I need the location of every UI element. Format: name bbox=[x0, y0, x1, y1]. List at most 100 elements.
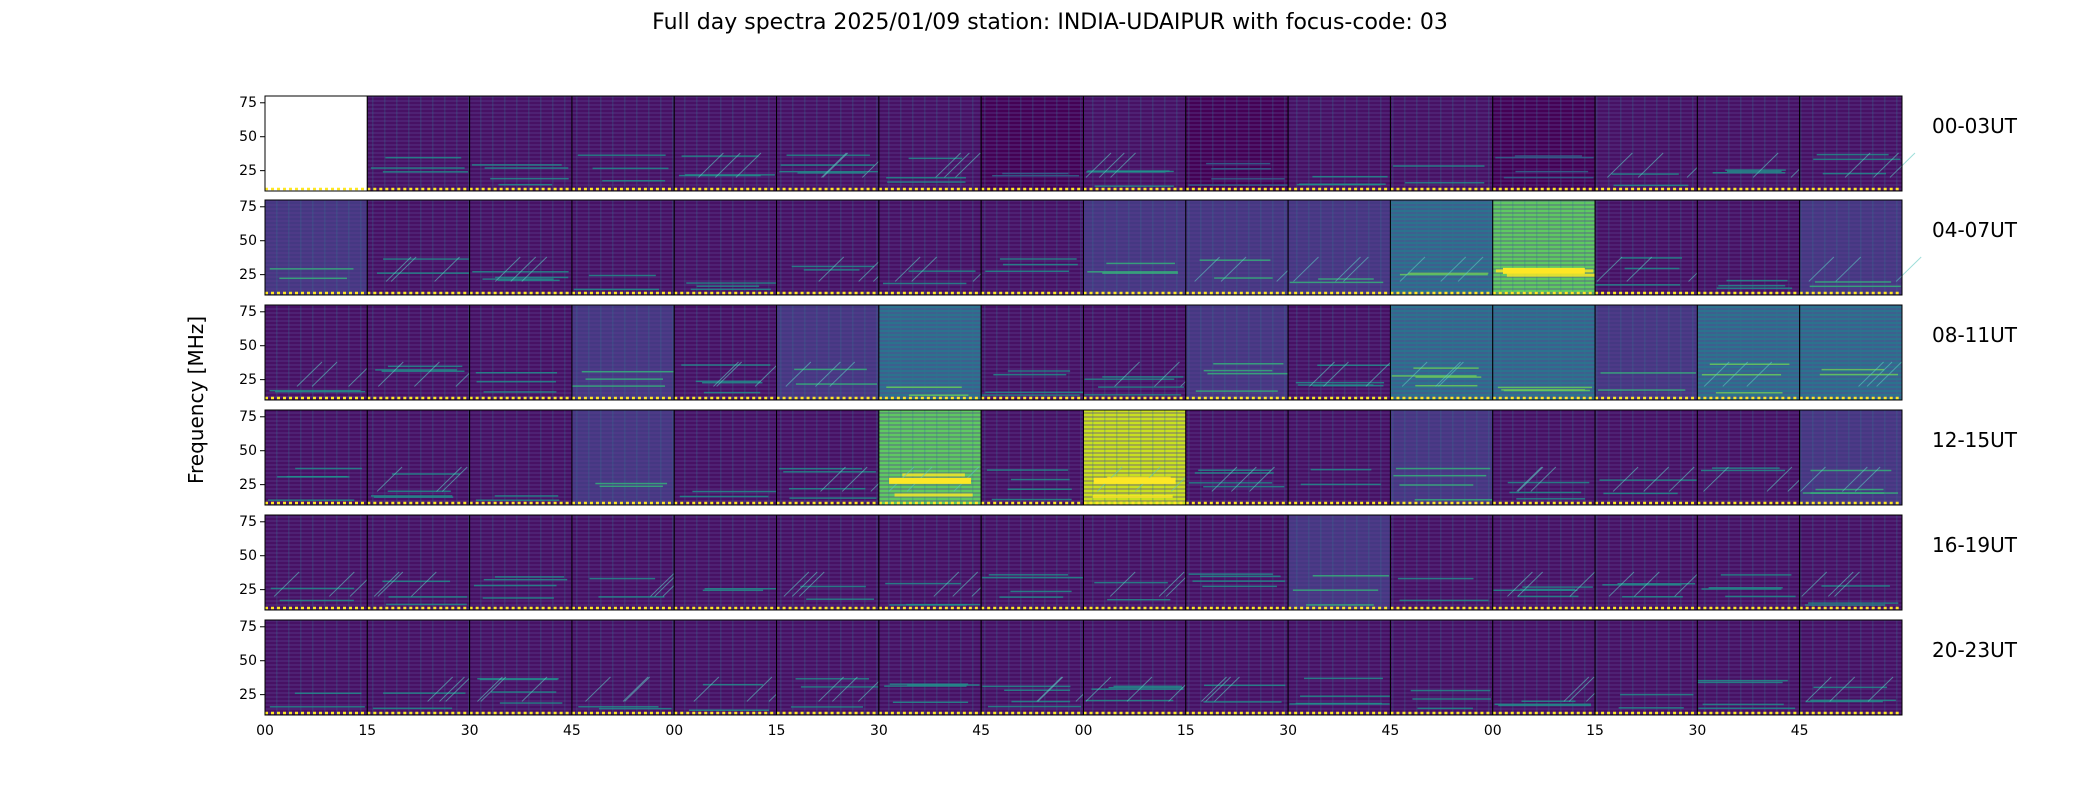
x-tick-label: 15 bbox=[358, 723, 377, 739]
spectrum-panel bbox=[878, 409, 982, 506]
spectrum-panel bbox=[1083, 619, 1194, 716]
x-tick-label: 45 bbox=[563, 723, 581, 739]
x-tick-label: 00 bbox=[665, 723, 684, 739]
spectrum-panel bbox=[1389, 619, 1494, 716]
spectrum-panel bbox=[469, 514, 573, 611]
spectrum-panel bbox=[776, 304, 880, 401]
spectrum-panel bbox=[1799, 619, 1903, 716]
spectrum-panel bbox=[1492, 304, 1596, 401]
spectrum-panel bbox=[571, 95, 675, 192]
spectrum-panel bbox=[878, 619, 982, 716]
spectrum-panel bbox=[264, 95, 368, 192]
x-tick-label: 15 bbox=[1176, 723, 1195, 739]
y-tick-label: 50 bbox=[239, 547, 257, 564]
x-tick-label: 30 bbox=[869, 723, 888, 739]
spectrum-panel bbox=[1799, 304, 1903, 401]
x-tick-label: 45 bbox=[972, 723, 991, 739]
spectrum-panel bbox=[878, 95, 982, 192]
spectrum-panel bbox=[878, 199, 999, 296]
spectrum-panel bbox=[1185, 199, 1303, 296]
spectrum-panel bbox=[776, 619, 884, 716]
spectrum-panel bbox=[673, 409, 778, 506]
spectrum-panel bbox=[1594, 514, 1700, 611]
spectrum-panel bbox=[1696, 304, 1801, 401]
spectrum-panel bbox=[1492, 619, 1612, 716]
spectrum-panel bbox=[366, 619, 472, 716]
x-tick-label: 45 bbox=[1381, 723, 1400, 739]
spectrum-panel bbox=[1389, 514, 1494, 611]
y-tick-label: 75 bbox=[239, 513, 257, 530]
spectrum-panel bbox=[1287, 304, 1392, 401]
row-label: 16-19UT bbox=[1932, 533, 2017, 557]
spectrum-panel bbox=[980, 514, 1084, 611]
spectrum-panel bbox=[1799, 409, 1903, 506]
spectrum-panel bbox=[1696, 409, 1814, 506]
x-tick-label: 45 bbox=[1790, 723, 1809, 739]
spectrum-panel bbox=[1185, 304, 1289, 401]
spectrum-panel bbox=[1492, 95, 1596, 192]
row-label: 20-23UT bbox=[1932, 638, 2017, 662]
spectrum-panel bbox=[673, 304, 781, 401]
spectrum-panel bbox=[1083, 95, 1187, 192]
spectrum-panel bbox=[571, 199, 675, 296]
spectrum-panel bbox=[878, 304, 982, 401]
spectrum-panel bbox=[673, 199, 778, 296]
spectrum-panel bbox=[571, 619, 675, 716]
x-tick-label: 30 bbox=[460, 723, 479, 739]
y-tick-label: 75 bbox=[239, 94, 257, 111]
y-tick-label: 75 bbox=[239, 198, 257, 215]
spectrum-panel bbox=[1696, 514, 1801, 611]
spectrum-panel bbox=[1696, 619, 1801, 716]
spectrum-panel bbox=[366, 95, 471, 192]
spectrum-panel bbox=[1083, 514, 1192, 611]
x-tick-label: 30 bbox=[1688, 723, 1707, 739]
spectrum-panel bbox=[980, 619, 1102, 716]
spectrum-panel bbox=[1696, 199, 1801, 296]
spectrum-panel bbox=[1594, 199, 1714, 296]
spectrum-panel bbox=[980, 304, 1084, 401]
spectrum-panel bbox=[571, 514, 689, 611]
spectrum-panel bbox=[980, 95, 1084, 192]
y-tick-label: 75 bbox=[239, 303, 257, 320]
spectrum-panel bbox=[469, 304, 573, 401]
row-label: 00-03UT bbox=[1932, 114, 2017, 138]
spectrum-panel bbox=[366, 199, 471, 296]
y-tick-label: 25 bbox=[239, 581, 257, 598]
spectrum-panel bbox=[878, 514, 998, 611]
y-tick-label: 75 bbox=[239, 408, 257, 425]
spectrum-panel bbox=[1492, 199, 1596, 296]
spectrum-panel bbox=[1287, 409, 1391, 506]
spectrum-panel bbox=[264, 199, 368, 296]
y-tick-label: 50 bbox=[239, 442, 257, 459]
spectrum-panel bbox=[264, 304, 374, 401]
spectrum-panel bbox=[1185, 95, 1289, 192]
x-tick-label: 15 bbox=[1586, 723, 1604, 739]
x-tick-label: 15 bbox=[767, 723, 786, 739]
row-label: 12-15UT bbox=[1932, 428, 2017, 452]
spectrum-panel bbox=[1287, 619, 1391, 716]
spectrum-panel bbox=[1287, 95, 1391, 192]
x-tick-label: 00 bbox=[256, 723, 274, 739]
spectrum-panel bbox=[1083, 199, 1187, 296]
spectrum-panel bbox=[1696, 95, 1825, 192]
spectrum-panel bbox=[1492, 514, 1596, 611]
spectrum-panel bbox=[366, 409, 471, 506]
spectrum-panel bbox=[1287, 514, 1391, 611]
spectrum-panel bbox=[673, 619, 795, 716]
spectrum-panel bbox=[1389, 95, 1494, 192]
spectrum-panel bbox=[1083, 304, 1206, 401]
spectrum-panel bbox=[673, 514, 778, 611]
row-label: 08-11UT bbox=[1932, 323, 2017, 347]
spectrum-panel bbox=[1492, 409, 1596, 506]
y-tick-label: 25 bbox=[239, 476, 257, 493]
spectrum-panel bbox=[980, 199, 1084, 296]
x-tick-label: 00 bbox=[1074, 723, 1093, 739]
spectrum-panel bbox=[673, 95, 778, 192]
spectrum-panel bbox=[469, 619, 573, 716]
spectrum-panel bbox=[1287, 199, 1391, 296]
spectrum-panel bbox=[776, 409, 897, 506]
y-tick-label: 25 bbox=[239, 371, 257, 388]
spectrum-panel bbox=[1594, 409, 1698, 506]
y-tick-label: 25 bbox=[239, 162, 257, 179]
